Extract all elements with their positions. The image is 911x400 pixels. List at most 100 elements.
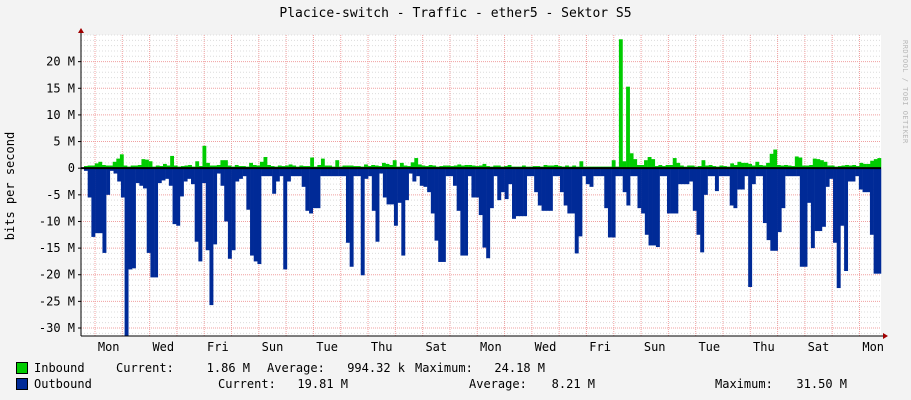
inbound-bar (87, 165, 92, 169)
outbound-bar (641, 168, 646, 214)
outbound-bar (423, 168, 428, 187)
outbound-bar (548, 168, 553, 211)
outbound-bar (131, 168, 136, 269)
outbound-bar (139, 168, 144, 186)
outbound-bar (556, 168, 561, 177)
outbound-bar (792, 168, 797, 177)
outbound-bar (740, 168, 745, 190)
inbound-bar (737, 161, 742, 169)
outbound-bar (309, 168, 314, 214)
inbound-bar (281, 166, 286, 169)
inbound-bar (697, 166, 702, 169)
outbound-bar (275, 168, 280, 182)
outbound-bar (869, 168, 874, 235)
y-axis-arrow (78, 28, 84, 33)
inbound-bar (740, 162, 745, 169)
inbound-bar (866, 163, 871, 169)
inbound-bar (446, 165, 451, 169)
outbound-bar (840, 168, 845, 226)
x-tick-label: Sun (262, 340, 284, 354)
x-tick-labels: Mon Wed Fri Sun Tue Thu Sat Mon Wed Fri Sun Tue Thu S… (98, 340, 884, 354)
outbound-bar (489, 168, 494, 209)
inbound-bar (723, 166, 727, 169)
inbound-bar (184, 165, 189, 169)
outbound-bar (766, 168, 771, 241)
inbound-bar (91, 165, 96, 169)
outbound-bar (298, 168, 302, 177)
inbound-bar (428, 164, 433, 169)
outbound-bar (729, 168, 734, 206)
x-tick-label: Fri (207, 340, 229, 354)
outbound-bar (272, 168, 277, 194)
inbound-bar (324, 165, 329, 169)
inbound-bar (173, 165, 178, 169)
outbound-bar (213, 168, 218, 245)
outbound-bar (552, 168, 557, 177)
outbound-bar (755, 168, 760, 177)
x-tick-label: Mon (98, 340, 120, 354)
inbound-bar (629, 153, 634, 169)
inbound-average-label: Average: (267, 361, 325, 375)
outbound-bar (541, 168, 546, 211)
outbound-bar (242, 168, 247, 177)
inbound-bar (532, 166, 537, 169)
outbound-bar (320, 168, 325, 177)
outbound-bar (799, 168, 804, 267)
inbound-bar (198, 166, 203, 169)
outbound-bar (323, 168, 328, 177)
inbound-bar (227, 165, 232, 169)
outbound-bar (777, 168, 782, 233)
inbound-bar (611, 160, 616, 169)
outbound-bar (604, 168, 609, 209)
inbound-bar (521, 165, 526, 169)
inbound-bar (712, 166, 717, 169)
outbound-bar (464, 168, 468, 256)
outbound-bar (128, 168, 133, 270)
inbound-bar (342, 165, 347, 169)
outbound-bar (663, 168, 668, 177)
inbound-bar (285, 165, 289, 169)
inbound-bar (346, 165, 350, 169)
outbound-maximum-label: Maximum: (715, 377, 773, 391)
outbound-bar (858, 168, 863, 190)
inbound-bar (755, 161, 760, 169)
inbound-bar (84, 166, 88, 169)
inbound-bar (733, 164, 738, 169)
outbound-bar (102, 168, 107, 253)
outbound-bar (814, 168, 819, 232)
inbound-bar (202, 145, 207, 169)
inbound-bar (676, 162, 681, 169)
outbound-bar (375, 168, 380, 242)
outbound-bar (113, 168, 118, 174)
inbound-bar (317, 164, 322, 169)
inbound-current-label: Current: (116, 361, 174, 375)
inbound-bar (381, 162, 386, 169)
outbound-bar (670, 168, 675, 214)
outbound-bar (534, 168, 539, 193)
inbound-bar (809, 164, 814, 169)
inbound-bar (751, 165, 756, 169)
x-tick-label: Mon (862, 340, 884, 354)
inbound-bar (145, 159, 149, 169)
outbound-bar (150, 168, 155, 278)
outbound-bar (559, 168, 564, 193)
inbound-bar (823, 161, 828, 169)
inbound-bar (647, 157, 652, 169)
outbound-bar (176, 168, 181, 226)
inbound-bar (787, 165, 792, 169)
outbound-bar (648, 168, 653, 246)
inbound-bar (812, 158, 817, 169)
outbound-bar (460, 168, 465, 256)
outbound-bar (844, 168, 849, 272)
outbound-bar (209, 168, 214, 306)
inbound-bar (166, 165, 171, 169)
outbound-bar (500, 168, 505, 193)
x-tick-label: Sat (808, 340, 830, 354)
outbound-bar (95, 168, 100, 234)
outbound-series (84, 168, 882, 336)
inbound-bar (450, 166, 455, 169)
inbound-bar (101, 164, 106, 169)
inbound-maximum-value: 24.18 M (494, 361, 545, 375)
inbound-bar (486, 166, 490, 169)
inbound-maximum-label: Maximum: (415, 361, 473, 375)
